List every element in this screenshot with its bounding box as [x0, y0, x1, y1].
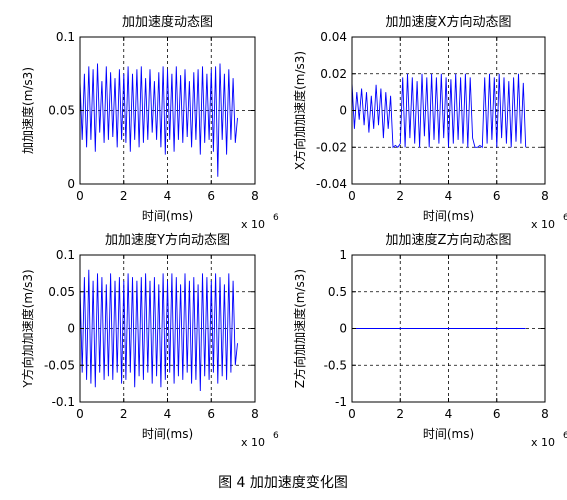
- x-tick-label: 2: [396, 407, 404, 421]
- x-axis-exponent: x 10: [241, 218, 265, 231]
- y-tick-label: -0.5: [324, 358, 347, 372]
- x-axis-label: 时间(ms): [423, 209, 474, 223]
- x-axis-exponent-power: 6: [563, 431, 567, 441]
- y-tick-label: 0.05: [48, 285, 75, 299]
- x-tick-label: 0: [76, 407, 84, 421]
- series-line-1: [79, 63, 238, 177]
- x-tick-label: 4: [164, 407, 172, 421]
- series-line-1: [351, 73, 527, 149]
- x-axis-exponent-power: 6: [273, 431, 279, 441]
- x-tick-label: 0: [348, 407, 356, 421]
- y-tick-label: -0.04: [316, 177, 347, 191]
- x-tick-label: 8: [251, 407, 259, 421]
- x-tick-label: 4: [445, 189, 453, 203]
- y-tick-label: 0.05: [48, 104, 75, 118]
- x-tick-label: 0: [348, 189, 356, 203]
- x-axis-exponent-power: 6: [563, 213, 567, 223]
- x-axis-label: 时间(ms): [423, 427, 474, 441]
- y-tick-label: -0.1: [52, 395, 75, 409]
- chart-title: 加加速度动态图: [122, 14, 213, 30]
- y-axis-label: Z方向加加速度(m/s3): [292, 269, 307, 388]
- y-tick-label: 0: [67, 177, 75, 191]
- x-tick-label: 4: [164, 189, 172, 203]
- y-tick-label: 0.1: [56, 30, 75, 44]
- x-tick-label: 2: [120, 189, 128, 203]
- y-tick-label: 0.04: [320, 30, 347, 44]
- x-axis-label: 时间(ms): [142, 427, 193, 441]
- y-tick-label: -0.05: [44, 358, 75, 372]
- series-line-1: [79, 269, 238, 392]
- x-tick-label: 6: [207, 407, 215, 421]
- x-tick-label: 8: [251, 189, 259, 203]
- x-axis-exponent: x 10: [241, 436, 265, 449]
- y-axis-label: 加加速度(m/s3): [20, 67, 35, 154]
- x-tick-label: 8: [541, 189, 549, 203]
- chart-title: 加加速度Z方向动态图: [386, 232, 512, 248]
- y-tick-label: 0.1: [56, 248, 75, 262]
- y-tick-label: 0.5: [328, 285, 347, 299]
- y-tick-label: -1: [335, 395, 347, 409]
- x-tick-label: 0: [76, 189, 84, 203]
- x-tick-label: 4: [445, 407, 453, 421]
- x-axis-exponent: x 10: [531, 436, 555, 449]
- y-tick-label: 0.02: [320, 67, 347, 81]
- y-tick-label: 0: [339, 322, 347, 336]
- y-axis-label: Y方向加加速度(m/s3): [20, 269, 35, 388]
- x-tick-label: 6: [493, 189, 501, 203]
- x-tick-label: 2: [396, 189, 404, 203]
- x-axis-label: 时间(ms): [142, 209, 193, 223]
- chart-title: 加加速度X方向动态图: [386, 14, 512, 30]
- x-axis-exponent: x 10: [531, 218, 555, 231]
- x-axis-exponent-power: 6: [273, 213, 279, 223]
- figure-caption: 图 4 加加速度变化图: [218, 475, 348, 491]
- x-tick-label: 6: [493, 407, 501, 421]
- y-tick-label: 1: [339, 248, 347, 262]
- y-tick-label: -0.02: [316, 140, 347, 154]
- y-tick-label: 0: [339, 104, 347, 118]
- chart-title: 加加速度Y方向动态图: [105, 232, 230, 248]
- y-tick-label: 0: [67, 322, 75, 336]
- x-tick-label: 2: [120, 407, 128, 421]
- y-axis-label: X方向加加速度(m/s3): [292, 51, 307, 170]
- chart-panel-2: 0 2 4 6 8 -0.04 -0.02 0 0.02 0.04 加加速度X方向动态图时间(ms)…: [292, 14, 567, 231]
- x-tick-label: 8: [541, 407, 549, 421]
- x-tick-label: 6: [207, 189, 215, 203]
